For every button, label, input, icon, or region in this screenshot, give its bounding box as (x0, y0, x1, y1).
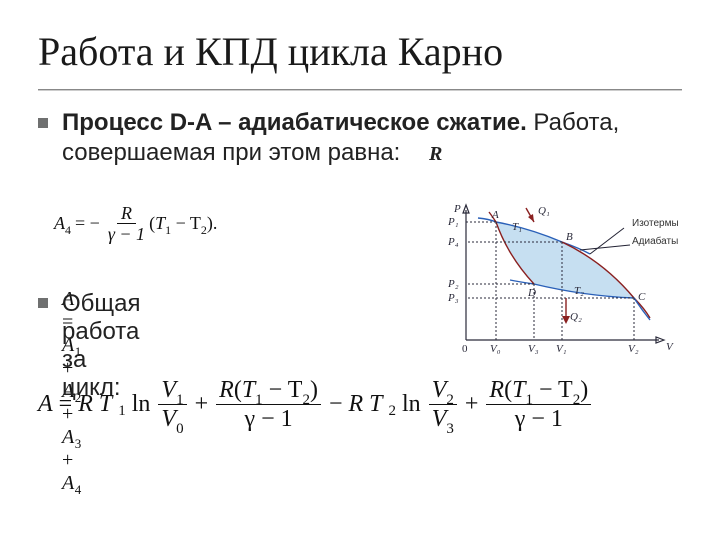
para-1-strong: Процесс D-A – адиабатическое сжатие. (62, 109, 527, 136)
slide-title: Работа и КПД цикла Карно (0, 0, 720, 83)
svg-text:V₁: V₁ (556, 343, 567, 355)
para-1-R-overlay: R (429, 143, 442, 165)
svg-text:Изотермы: Изотермы (632, 218, 679, 229)
svg-text:Адиабаты: Адиабаты (632, 235, 678, 247)
svg-text:P₃: P₃ (447, 292, 459, 304)
svg-text:V₃: V₃ (528, 343, 539, 355)
a4-eq: = − (75, 213, 100, 234)
bullet-square-icon (38, 298, 48, 308)
a4-paren: (T1 − T2). (149, 213, 217, 234)
svg-text:B: B (566, 231, 573, 243)
svg-text:A: A (491, 209, 499, 221)
svg-text:C: C (638, 291, 646, 303)
svg-text:Q₁: Q₁ (538, 205, 550, 217)
formula-a4: A4 = − R γ − 1 (T1 − T2). (54, 204, 217, 243)
bullet-square-icon (38, 118, 48, 128)
a4-lhs: A4 (54, 213, 71, 234)
a4-frac: R γ − 1 (108, 204, 145, 243)
svg-text:V₂: V₂ (628, 343, 639, 355)
para-1: Процесс D-A – адиабатическое сжатие. Раб… (62, 108, 622, 168)
svg-text:T₂: T₂ (574, 285, 584, 297)
svg-text:T₁: T₁ (512, 221, 522, 233)
pv-diagram: P V A B C D T₁ T₂ Q₁ Q₂ P₁ P₄ P₂ P₃ V₀ V… (434, 200, 684, 365)
bullet-1: Процесс D-A – адиабатическое сжатие. Раб… (38, 108, 682, 168)
y-axis-label: P (453, 203, 461, 215)
x-axis-label: V (666, 341, 674, 353)
svg-text:P₂: P₂ (447, 278, 459, 290)
svg-text:P₄: P₄ (447, 236, 459, 248)
svg-text:D: D (527, 287, 536, 299)
svg-text:P₁: P₁ (447, 216, 459, 228)
svg-text:V₀: V₀ (490, 343, 501, 355)
svg-text:0: 0 (462, 343, 468, 355)
title-rule (38, 89, 682, 90)
total-work-label: Общая работа за цикл: (62, 290, 141, 402)
svg-text:Q₂: Q₂ (570, 311, 582, 323)
